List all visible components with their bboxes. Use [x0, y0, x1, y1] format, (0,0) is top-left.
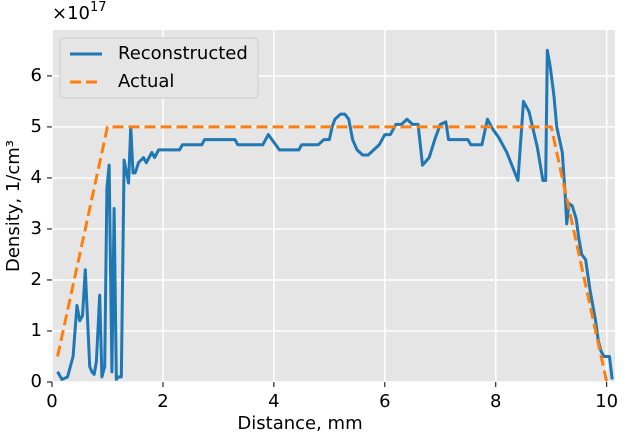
legend-label: Actual	[118, 71, 174, 92]
x-tick-label: 4	[268, 391, 279, 412]
data-line	[56, 125, 609, 383]
y-tick-label: 2	[31, 269, 42, 290]
y-tick-label: 1	[31, 320, 42, 341]
y-tick-label: 0	[31, 371, 42, 392]
y-tick-label: 6	[31, 65, 42, 86]
legend-label: Reconstructed	[118, 43, 248, 64]
y-offset: ×1017	[52, 0, 107, 24]
x-axis-label: Distance, mm	[237, 413, 362, 434]
x-tick-label: 2	[157, 391, 168, 412]
y-tick-label: 5	[31, 116, 42, 137]
y-tick-label: 3	[31, 218, 42, 239]
y-axis-label: Density, 1/cm³	[3, 140, 24, 272]
x-tick-label: 10	[595, 391, 618, 412]
y-tick-label: 4	[31, 167, 42, 188]
x-tick-label: 6	[379, 391, 390, 412]
x-tick-label: 0	[46, 391, 57, 412]
data-line	[56, 48, 614, 381]
legend-box	[59, 37, 259, 99]
x-tick-label: 8	[490, 391, 501, 412]
y-offset-base: ×10	[52, 3, 90, 24]
y-offset-exponent: 17	[90, 0, 107, 15]
